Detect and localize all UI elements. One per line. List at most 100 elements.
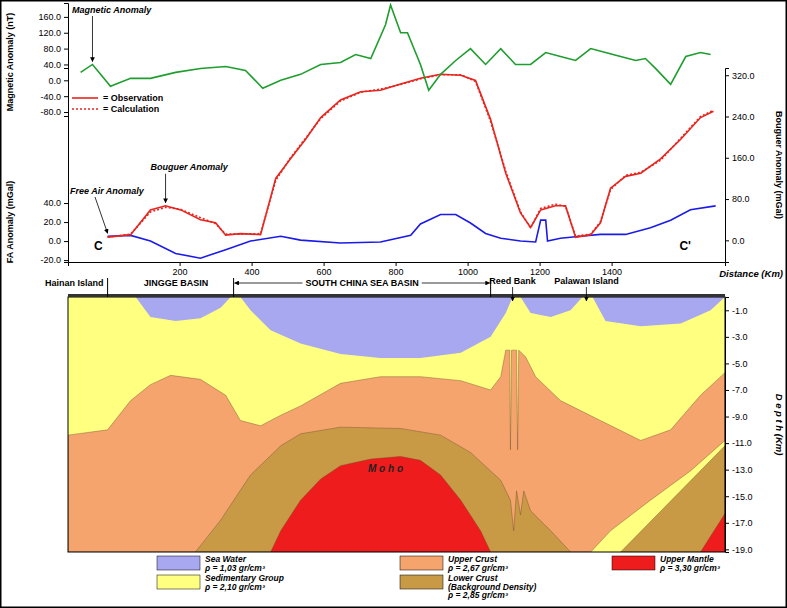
tick-mark [64,222,68,223]
tick-label: -17.0 [732,518,753,528]
magnetic-lines [81,5,711,90]
series-line [81,5,711,90]
legend-density: ρ = 2,85 gr/cm³ [447,590,509,600]
layer-polygon [68,350,725,552]
tick-label: 400 [245,267,260,277]
x-axis-distance: 200400600800100012001400 [69,262,726,277]
tick-mark [725,199,729,200]
tick: 40.0 [43,60,68,70]
region-label: SOUTH CHINA SEA BASIN [305,278,418,288]
tick: -5.0 [725,359,748,369]
section-frame [68,297,725,552]
tick-label: 80.0 [732,194,750,204]
tick-mark [725,549,729,550]
layer-polygon [68,297,725,552]
region-label: Palawan Island [554,276,619,286]
series-line [108,74,714,237]
tick-mark [64,80,68,81]
tick-mark [725,417,729,418]
legend-swatch [157,556,200,570]
y-axis-magnetic: -80.0 -40.0 0.0 40.0 80.0 120.0 160.0 [38,4,68,118]
axis-title: FA Anomaly (mGal) [5,181,15,263]
legend-swatch [400,556,443,570]
layer-polygon [68,297,725,358]
region-label: M o h o [368,463,403,474]
tick-mark [725,337,729,338]
legend-swatch [612,556,655,570]
annotation-arrow [92,16,93,61]
section-legend: Sea Waterρ = 1,03 gr/cm³Sedimentary Grou… [157,554,721,600]
legend-label: = Observation [103,93,163,103]
tick-label: 200 [173,267,188,277]
tick-mark [64,96,68,97]
tick: -7.0 [725,385,748,395]
tick: 1000 [458,262,478,277]
tick-mark [252,262,253,266]
layer-polygon [701,513,725,552]
gravity-annotations: Free Air AnomalyBouguer AnomalyCC' [70,162,691,253]
legend-swatch [72,97,98,99]
axis-line [726,69,730,263]
tick-mark [725,363,729,364]
tick: 1400 [602,262,622,277]
annotation-arrow [422,283,490,284]
tick: 800 [389,262,404,277]
tick-mark [725,240,729,241]
tick-label: 1000 [458,267,478,277]
series-label: Magnetic Anomaly [72,5,152,15]
tick-mark [64,260,68,261]
layer-polygon [195,427,570,552]
tick-mark [725,117,729,118]
tick-label: 40.0 [43,60,61,70]
legend-swatch [157,575,200,589]
legend-density: ρ = 3,30 gr/cm³ [659,563,721,573]
tick: -11.0 [725,438,752,448]
tick: 120.0 [38,28,68,38]
legend-swatch [400,575,443,589]
tick: 0.0 [48,236,68,246]
tick-mark [64,17,68,18]
legend-density: ρ = 2,10 gr/cm³ [204,582,266,592]
tick: 240.0 [725,112,755,122]
axis-line [69,263,726,267]
tick: -3.0 [725,332,748,342]
tick: 400 [245,262,260,277]
tick: 80.0 [725,194,750,204]
tick-mark [468,262,469,266]
tick: -9.0 [725,412,748,422]
gravity-lines [108,74,716,258]
tick-label: 320.0 [732,71,755,81]
tick: 600 [317,262,332,277]
tick-label: -20.0 [40,255,61,265]
tick-label: -1.0 [732,306,748,316]
tick: 160.0 [725,153,755,163]
tick-label: 1400 [602,267,622,277]
layer-polygon [621,446,725,552]
magnetic-annotations: Magnetic Anomaly [72,5,152,61]
region-tick [233,278,234,297]
tick-label: 0.0 [48,76,61,86]
tick-mark [725,523,729,524]
tick-mark [324,262,325,266]
tick-mark [64,49,68,50]
tick: -17.0 [725,518,753,528]
axis-line [64,69,69,263]
legend-label: = Calculation [103,104,159,114]
y-axis-depth: -1.0-3.0-5.0-7.0-9.0-11.0-13.0-15.0-17.0… [725,298,753,555]
tick-mark [64,112,68,113]
region-label: JINGGE BASIN [144,278,209,288]
tick-label: 160.0 [38,12,61,22]
tick-label: -40.0 [40,92,61,102]
tick: -80.0 [40,107,68,117]
tick: -15.0 [725,492,753,502]
profile-end-label: C [94,239,103,253]
tick-label: 20.0 [43,217,61,227]
tick-label: 600 [317,267,332,277]
tick-label: -3.0 [732,332,748,342]
tick-label: 160.0 [732,153,755,163]
axis-title: D e p t h (Km) [774,394,785,456]
legend-label: Lower Crust(Background Density) [448,573,536,592]
tick-label: -19.0 [732,545,753,555]
tick-label: 80.0 [43,44,61,54]
tick-mark [396,262,397,266]
